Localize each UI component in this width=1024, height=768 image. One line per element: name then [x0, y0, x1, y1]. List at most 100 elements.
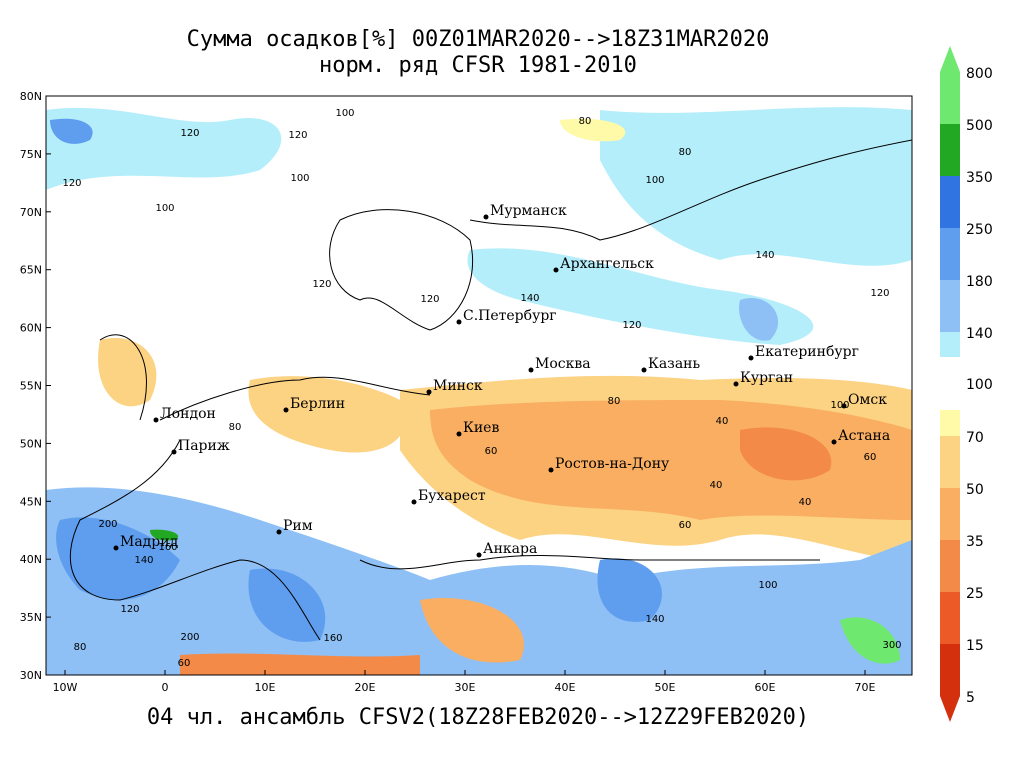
colorbar-segment	[940, 410, 960, 436]
lon-label: 10E	[255, 681, 276, 694]
colorbar-label: 25	[966, 586, 984, 602]
colorbar-arrow-bottom	[940, 696, 960, 722]
colorbar-segment	[940, 644, 960, 696]
city-dot	[456, 431, 462, 437]
lat-label: 50N	[20, 437, 42, 450]
city-name: Киев	[463, 420, 499, 436]
colorbar-label: 350	[966, 170, 993, 186]
contour-label: 100	[830, 400, 849, 411]
contour-label: 100	[155, 203, 174, 214]
contour-label: 120	[288, 130, 307, 141]
contour-label: 40	[716, 416, 729, 427]
city-dot	[548, 467, 554, 473]
lat-label: 30N	[20, 669, 42, 682]
colorbar-arrow-top	[940, 46, 960, 72]
colorbar-label: 5	[966, 690, 975, 706]
contour-label: 120	[622, 320, 641, 331]
city-name: Москва	[535, 356, 591, 372]
city-name: Омск	[848, 392, 887, 408]
lat-label: 45N	[20, 495, 42, 508]
contour-label: 160	[323, 633, 342, 644]
city-name: Курган	[740, 370, 793, 386]
colorbar-label: 35	[966, 534, 984, 550]
lon-label: 70E	[855, 681, 876, 694]
lat-label: 75N	[20, 148, 42, 161]
contour-label: 140	[134, 555, 153, 566]
contour-label: 40	[799, 497, 812, 508]
lat-label: 60N	[20, 322, 42, 335]
contour-label: 300	[882, 640, 901, 651]
colorbar-segment	[940, 280, 960, 332]
city-name: Рим	[283, 518, 313, 534]
contour-label: 160	[158, 542, 177, 553]
city-dot	[276, 529, 282, 535]
contour-label: 120	[180, 128, 199, 139]
city-dot	[553, 267, 559, 273]
lon-label: 20E	[355, 681, 376, 694]
colorbar-label: 800	[966, 66, 993, 82]
city-name: Екатеринбург	[755, 344, 859, 360]
city-name: Париж	[178, 438, 230, 454]
contour-label: 200	[98, 519, 117, 530]
colorbar-segment	[940, 488, 960, 540]
title-line-2: норм. ряд CFSR 1981-2010	[319, 53, 637, 78]
contour-label: 80	[579, 116, 592, 127]
contour-label: 140	[645, 614, 664, 625]
caption: 04 чл. ансамбль CFSV2(18Z28FEB2020-->12Z…	[147, 705, 809, 730]
lon-label: 50E	[655, 681, 676, 694]
contour-label: 60	[864, 452, 877, 463]
contour-label: 80	[608, 396, 621, 407]
lat-label: 70N	[20, 206, 42, 219]
lon-label: 0	[162, 681, 169, 694]
city-name: Казань	[648, 356, 700, 372]
city-dot	[641, 367, 647, 373]
city-name: Ростов-на-Дону	[555, 456, 670, 472]
colorbar-segment	[940, 228, 960, 280]
city-dot	[456, 319, 462, 325]
colorbar-label: 250	[966, 222, 993, 238]
contour-label: 120	[870, 288, 889, 299]
lat-label: 40N	[20, 553, 42, 566]
city-name: С.Петербург	[463, 308, 557, 324]
lon-label: 10W	[53, 681, 78, 694]
colorbar-label: 500	[966, 118, 993, 134]
lon-label: 40E	[555, 681, 576, 694]
contour-label: 100	[290, 173, 309, 184]
contour-label: 60	[178, 658, 191, 669]
colorbar-segment	[940, 124, 960, 176]
contour-label: 200	[180, 632, 199, 643]
lat-label: 80N	[20, 90, 42, 103]
contour-label: 100	[758, 580, 777, 591]
city-dot	[733, 381, 739, 387]
contour-label: 80	[74, 642, 87, 653]
city-name: Астана	[838, 428, 890, 444]
lon-label: 60E	[755, 681, 776, 694]
colorbar-segment	[940, 176, 960, 228]
city-dot	[426, 389, 432, 395]
city-name: Архангельск	[560, 256, 654, 272]
city-name: Берлин	[290, 396, 345, 412]
contour-label: 40	[710, 480, 723, 491]
colorbar-segment	[940, 592, 960, 644]
contour-label: 100	[335, 108, 354, 119]
colorbar-label: 100	[966, 377, 993, 393]
colorbar-label: 140	[966, 326, 993, 342]
lat-label: 55N	[20, 380, 42, 393]
colorbar-label: 15	[966, 638, 984, 654]
contour-label: 120	[312, 279, 331, 290]
city-dot	[113, 545, 119, 551]
title-line-1: Сумма осадков[%] 00Z01MAR2020-->18Z31MAR…	[187, 27, 770, 52]
city-name: Минск	[433, 378, 483, 394]
city-dot	[841, 403, 847, 409]
lat-label: 65N	[20, 264, 42, 277]
lon-label: 30E	[455, 681, 476, 694]
city-dot	[153, 417, 159, 423]
lat-label: 35N	[20, 611, 42, 624]
contour-label: 100	[645, 175, 664, 186]
contour-label: 120	[120, 604, 139, 615]
colorbar-segment	[940, 436, 960, 488]
contour-label: 60	[679, 520, 692, 531]
city-dot	[411, 499, 417, 505]
city-name: Анкара	[483, 541, 537, 557]
